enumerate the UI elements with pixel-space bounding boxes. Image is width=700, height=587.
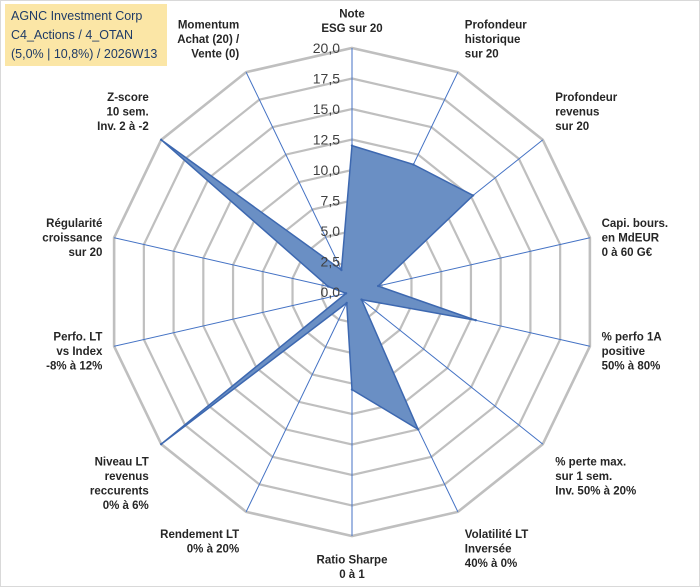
title-period: (5,0% | 10,8%) / 2026W13 <box>11 47 158 61</box>
category-label: Profondeur revenus sur 20 <box>555 92 617 133</box>
data-point <box>344 292 348 295</box>
axis-spoke <box>245 71 353 293</box>
category-label: Volatilité LT Inversée 40% à 0% <box>465 529 528 570</box>
tick-label: 2,5 <box>321 254 341 270</box>
category-label: Capi. bours. en MdEUR 0 à 60 G€ <box>602 218 668 259</box>
tick-label: 5,0 <box>321 223 341 239</box>
data-point <box>340 268 343 272</box>
radar-category-labels: Note ESG sur 20 Profondeur historique sur 20… <box>42 9 668 582</box>
category-label: Perfo. LT vs Index -8% à 12% <box>46 332 103 373</box>
axis-spoke <box>351 291 544 445</box>
radar-tick-labels: 0,0 2,5 5,0 7,5 10,0 12,5 15,0 17,5 20,0 <box>313 40 340 300</box>
category-label: Note ESG sur 20 <box>321 9 382 36</box>
axis-spoke <box>351 237 590 293</box>
tick-label: 0,0 <box>321 284 341 300</box>
data-point <box>471 194 475 197</box>
data-point <box>160 442 163 446</box>
data-point <box>327 285 330 288</box>
category-label: Z-score 10 sem. Inv. 2 à -2 <box>97 92 149 133</box>
tick-label: 10,0 <box>313 162 340 178</box>
category-label: Niveau LT revenus reccurents 0% à 6% <box>90 457 149 513</box>
data-point <box>412 163 415 166</box>
title-category: C4_Actions / 4_OTAN <box>11 28 134 42</box>
data-point <box>474 319 477 322</box>
tick-label: 7,5 <box>321 193 341 209</box>
data-point <box>345 301 348 305</box>
category-label: % perfo 1A positive 50% à 80% <box>602 332 662 373</box>
category-label: Régularité croissance sur 20 <box>42 218 102 259</box>
data-point <box>350 388 354 391</box>
axis-spoke <box>245 291 353 513</box>
series-area <box>160 139 477 445</box>
axis-spoke <box>114 237 353 293</box>
title-company: AGNC Investment Corp <box>11 9 143 23</box>
category-label: Momentum Achat (20) / Vente (0) <box>177 20 240 61</box>
axis-spoke <box>114 291 353 347</box>
category-label: Profondeur historique sur 20 <box>465 20 527 61</box>
data-point <box>376 284 380 288</box>
data-point <box>160 138 163 142</box>
radar-series <box>160 138 477 446</box>
data-point <box>360 298 363 301</box>
chart-title-box: AGNC Investment Corp C4_Actions / 4_OTAN… <box>5 4 167 66</box>
data-point <box>350 144 354 147</box>
category-label: Rendement LT 0% à 20% <box>160 529 239 556</box>
data-point <box>416 428 420 431</box>
tick-label: 17,5 <box>313 71 340 87</box>
category-label: % perte max. sur 1 sem. Inv. 50% à 20% <box>555 457 636 498</box>
tick-label: 15,0 <box>313 101 340 117</box>
tick-label: 12,5 <box>313 132 340 148</box>
category-label: Ratio Sharpe 0 à 1 <box>317 555 388 582</box>
tick-label: 20,0 <box>313 40 340 56</box>
